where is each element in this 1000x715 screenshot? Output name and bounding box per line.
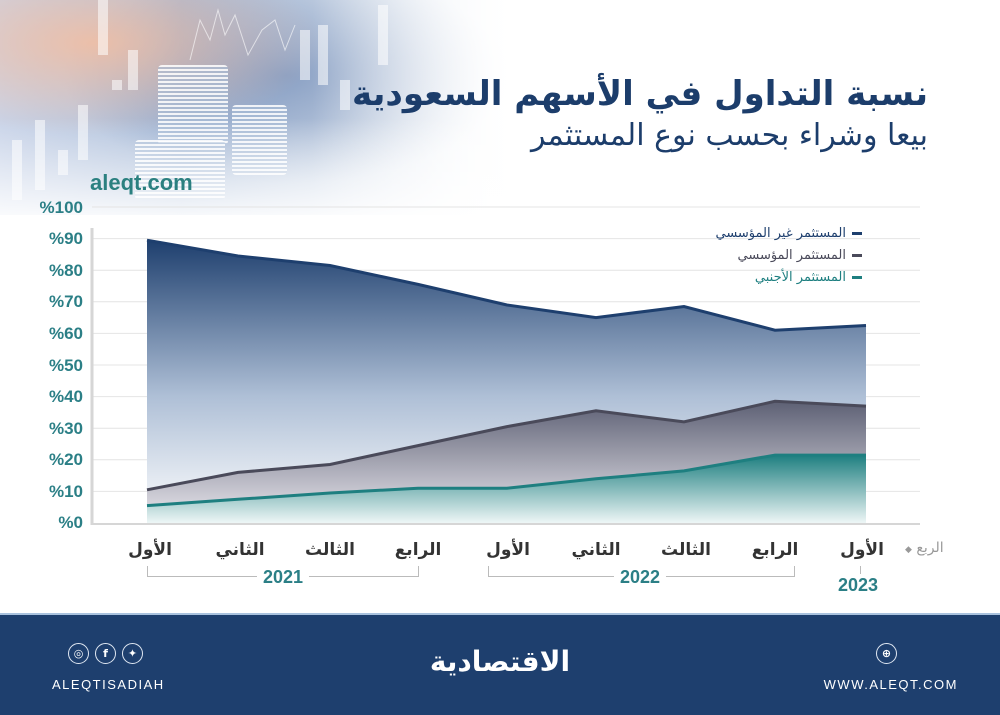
x-tick-label: الأول <box>486 540 530 560</box>
y-tick: %80 <box>48 261 83 280</box>
facebook-icon[interactable]: f <box>95 643 116 664</box>
year-label: 2021 <box>256 567 310 588</box>
legend-label: المستثمر المؤسسي <box>737 247 846 263</box>
y-tick: %90 <box>48 229 83 248</box>
area-chart <box>90 206 920 525</box>
y-tick: %20 <box>48 450 83 469</box>
y-tick: %60 <box>48 324 83 343</box>
x-tick-label: الثالث <box>661 540 711 560</box>
x-tick-label: الأول <box>840 540 884 560</box>
y-tick: %100 <box>39 198 83 217</box>
y-tick: %70 <box>48 292 83 311</box>
chart-legend: المستثمر غير المؤسسي المستثمر المؤسسي ال… <box>715 222 862 288</box>
y-tick: %0 <box>58 513 83 532</box>
website-link[interactable]: WWW.ALEQT.COM <box>823 677 958 692</box>
social-links: ◎ f ✦ <box>68 643 143 664</box>
y-tick: %50 <box>48 356 83 375</box>
x-tick-label: الرابع <box>394 540 442 560</box>
chart-title: نسبة التداول في الأسهم السعودية <box>352 74 928 114</box>
globe-icon: ⊕ <box>876 643 897 664</box>
legend-item-foreign: المستثمر الأجنبي <box>715 266 862 288</box>
social-handle[interactable]: ALEQTISADIAH <box>52 677 165 692</box>
x-tick-label: الثاني <box>571 540 621 560</box>
year-bracket-2023 <box>860 566 861 574</box>
x-tick-label: الثاني <box>215 540 265 560</box>
legend-swatch <box>852 275 862 279</box>
brand-logo: الاقتصادية <box>429 645 571 678</box>
legend-swatch <box>852 231 862 235</box>
x-tick-label: الأول <box>128 540 172 560</box>
year-label: 2022 <box>613 567 667 588</box>
legend-item-non-institutional: المستثمر غير المؤسسي <box>715 222 862 244</box>
site-watermark: aleqt.com <box>90 170 193 195</box>
y-tick: %30 <box>48 419 83 438</box>
x-tick-label: الثالث <box>305 540 355 560</box>
x-tick-label: الرابع <box>751 540 799 560</box>
x-axis-caption: الربع ◆ <box>905 540 944 556</box>
area-foreign-line <box>146 453 866 508</box>
chart-subtitle: بيعا وشراء بحسب نوع المستثمر <box>530 118 928 153</box>
legend-item-institutional: المستثمر المؤسسي <box>715 244 862 266</box>
legend-label: المستثمر الأجنبي <box>754 269 846 285</box>
area-non-institutional-line <box>146 238 867 332</box>
legend-swatch <box>852 253 862 257</box>
twitter-icon[interactable]: ✦ <box>122 643 143 664</box>
y-tick: %10 <box>48 482 83 501</box>
area-institutional-line <box>146 399 867 492</box>
year-label: 2023 <box>831 575 885 596</box>
footer: ◎ f ✦ ALEQTISADIAH الاقتصادية ⊕ WWW.ALEQ… <box>0 613 1000 715</box>
instagram-icon[interactable]: ◎ <box>68 643 89 664</box>
header-fade <box>0 0 520 215</box>
legend-label: المستثمر غير المؤسسي <box>715 225 846 241</box>
y-tick: %40 <box>48 387 83 406</box>
